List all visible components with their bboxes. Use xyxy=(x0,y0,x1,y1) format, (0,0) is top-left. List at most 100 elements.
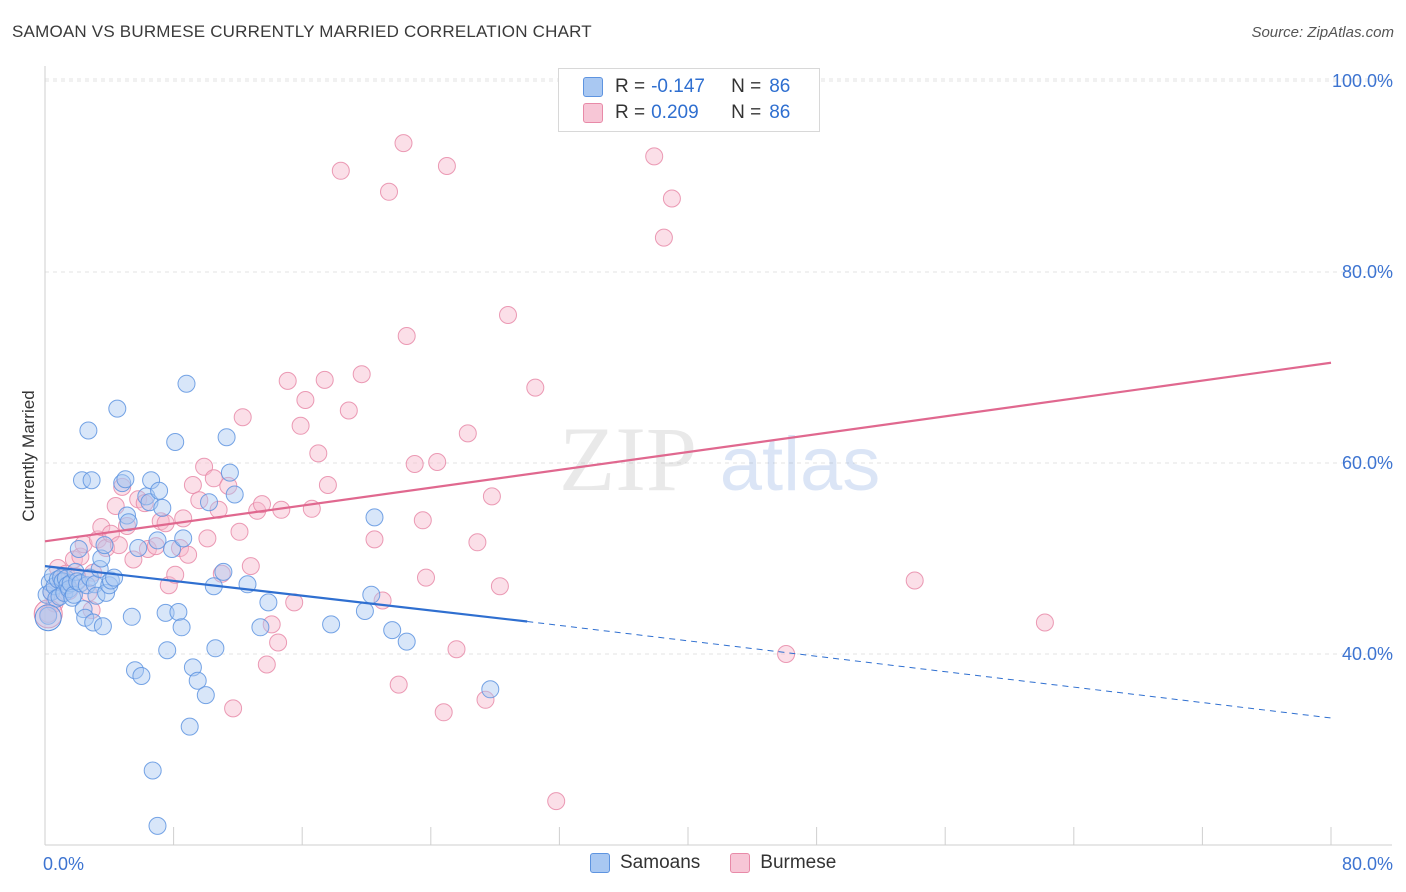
r-label: R = xyxy=(615,76,646,97)
legend-row-samoans: R = -0.147 N = 86 xyxy=(583,75,790,99)
burmese-points xyxy=(33,134,1054,811)
samoan-point xyxy=(73,471,91,490)
burmese-point xyxy=(365,530,384,549)
burmese-point xyxy=(296,391,315,409)
y-tick-label: 100.0% xyxy=(1332,71,1393,91)
burmese-point xyxy=(224,699,243,718)
samoan-point xyxy=(148,531,167,550)
burmese-point xyxy=(315,370,334,389)
x-tick-label: 80.0% xyxy=(1342,854,1393,874)
burmese-point xyxy=(447,640,466,659)
watermark-zip: ZIP xyxy=(559,408,697,510)
burmese-point xyxy=(291,416,310,435)
burmese-point xyxy=(434,703,453,722)
samoan-point xyxy=(69,540,88,558)
samoan-point xyxy=(383,621,402,640)
legend-label-samoans: Samoans xyxy=(620,852,701,873)
samoan-point xyxy=(206,639,225,658)
burmese-point xyxy=(645,147,664,166)
burmese-point xyxy=(905,571,924,590)
n-label: N = xyxy=(731,102,762,123)
burmese-point xyxy=(195,457,214,476)
watermark: ZIP atlas xyxy=(559,408,880,510)
y-tick-label: 40.0% xyxy=(1342,644,1393,664)
samoan-point xyxy=(259,593,278,612)
burmese-point xyxy=(109,536,128,555)
legend-row-burmese: R = 0.209 N = 86 xyxy=(583,101,790,125)
samoan-point xyxy=(177,374,196,393)
samoan-point xyxy=(169,603,188,621)
burmese-point xyxy=(253,495,271,514)
samoan-point xyxy=(153,498,172,517)
samoan-point xyxy=(132,667,151,685)
burmese-point xyxy=(499,306,517,324)
samoan-point xyxy=(362,585,381,604)
burmese-point xyxy=(405,455,424,473)
samoan-point xyxy=(63,588,82,607)
burmese-point xyxy=(179,545,198,564)
burmese-point xyxy=(318,476,337,494)
legend-item-burmese: Burmese xyxy=(730,852,836,874)
burmese-point xyxy=(204,469,223,488)
samoan-point xyxy=(95,536,114,555)
n-label: N = xyxy=(731,76,762,97)
samoans-swatch xyxy=(583,77,603,97)
burmese-point xyxy=(183,476,202,494)
samoan-point xyxy=(156,603,175,622)
samoan-point xyxy=(39,606,58,625)
burmese-point xyxy=(92,518,111,536)
samoan-point xyxy=(118,506,136,525)
samoan-point xyxy=(214,562,233,581)
samoan-point xyxy=(397,632,416,651)
burmese-point xyxy=(230,522,249,541)
samoan-point xyxy=(188,671,207,690)
burmese-point xyxy=(352,365,371,384)
samoan-point xyxy=(217,428,236,447)
burmese-swatch xyxy=(730,853,751,873)
chart-title: SAMOAN VS BURMESE CURRENTLY MARRIED CORR… xyxy=(12,22,592,41)
burmese-point xyxy=(389,675,408,694)
burmese-point xyxy=(174,509,193,528)
samoan-point xyxy=(180,717,199,736)
burmese-point xyxy=(654,228,673,247)
samoan-point xyxy=(200,493,218,512)
samoan-point xyxy=(116,470,135,489)
legend-item-samoans: Samoans xyxy=(590,852,700,874)
samoan-point xyxy=(365,508,384,527)
n-value: 86 xyxy=(769,102,791,123)
y-axis-label: Currently Married xyxy=(19,390,38,521)
burmese-point xyxy=(476,690,495,709)
samoan-point xyxy=(143,761,162,780)
burmese-point xyxy=(547,792,566,811)
burmese-point xyxy=(257,655,276,674)
burmese-point xyxy=(482,487,501,506)
burmese-point xyxy=(458,424,477,443)
burmese-point xyxy=(437,157,456,175)
burmese-point xyxy=(490,577,509,596)
burmese-point xyxy=(394,134,413,153)
samoan-point xyxy=(93,617,112,636)
burmese-point xyxy=(331,161,350,180)
samoan-point xyxy=(322,615,341,634)
y-tick-label: 60.0% xyxy=(1342,453,1393,473)
samoans-trend-extension xyxy=(527,621,1332,719)
samoan-point xyxy=(122,607,141,626)
y-tick-label: 80.0% xyxy=(1342,262,1393,282)
burmese-point xyxy=(526,378,545,397)
samoan-point xyxy=(108,399,127,418)
burmese-point xyxy=(380,182,398,201)
samoans-trend-line xyxy=(44,565,528,623)
burmese-point xyxy=(413,511,432,530)
watermark-atlas: atlas xyxy=(720,422,881,507)
samoan-point xyxy=(84,613,103,632)
r-value: -0.147 xyxy=(651,76,705,97)
source-label: Source: ZipAtlas.com xyxy=(1251,24,1394,41)
samoans-swatch xyxy=(590,853,610,873)
samoan-point xyxy=(481,680,500,699)
burmese-point xyxy=(662,189,681,208)
burmese-point xyxy=(198,529,217,548)
samoan-point xyxy=(183,658,202,677)
samoan-point xyxy=(92,549,111,568)
burmese-point xyxy=(468,533,487,552)
